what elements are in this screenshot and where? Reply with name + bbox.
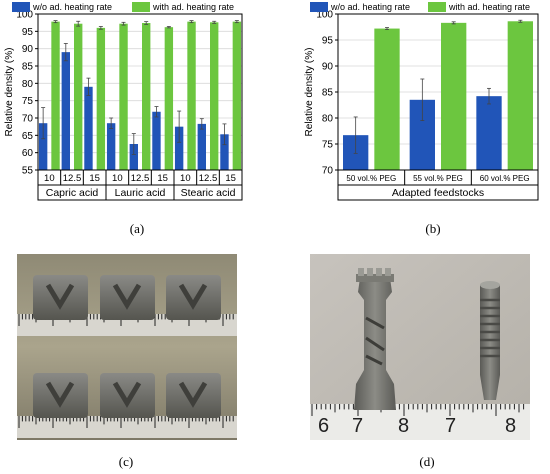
cube-part-icon [100,373,155,418]
legend-swatch [428,2,446,12]
panel-label-b: (b) [425,221,440,236]
y-tick-label: 95 [22,27,34,38]
y-axis-label: Relative density (%) [4,48,15,137]
cube-part-icon [100,275,155,320]
cube-part-icon [33,373,88,418]
y-tick-label: 80 [22,79,34,90]
bar-with-heating [119,23,128,171]
y-tick-label: 60 [22,148,34,159]
ruler-d [310,404,530,440]
cube-part-icon [166,275,221,320]
bar-without-heating [476,96,502,170]
cube-part-icon [33,275,88,320]
bar-with-heating [187,21,196,171]
legend-swatch [12,2,30,12]
bar-with-heating [96,27,106,170]
bar-without-heating [106,123,116,170]
y-tick-label: 65 [22,131,34,142]
y-tick-label: 85 [322,88,334,99]
ruler-number: 8 [398,415,409,437]
bar-without-heating [220,134,229,170]
y-tick-label: 70 [322,166,334,177]
y-tick-label: 100 [16,10,33,21]
screw-part-icon [480,281,500,400]
bar-with-heating [142,23,151,170]
y-tick-label: 75 [22,96,34,107]
legend-label: with ad. heating rate [448,2,530,12]
x-category-label: 12.5 [199,173,218,184]
panel-label-c: (c) [119,454,133,469]
x-category-label: 10 [112,173,123,184]
x-category-label: 60 vol.% PEG [480,174,530,183]
photo-c-cubes [17,254,237,440]
legend-swatch [310,2,328,12]
y-tick-label: 85 [22,62,34,73]
ruler-number: 7 [352,415,363,437]
x-category-label: 12.5 [131,173,150,184]
bar-with-heating [374,28,400,171]
ruler-number: 7 [445,415,456,437]
legend-label: w/o ad. heating rate [32,2,112,12]
bar-without-heating [129,144,138,170]
y-tick-label: 55 [22,166,34,177]
ruler-number: 6 [318,415,329,437]
bar-with-heating [51,21,60,171]
bar-with-heating [232,21,242,171]
bar-without-heating [84,86,93,170]
bar-without-heating [152,111,161,170]
x-category-label: 15 [225,173,236,184]
x-group-label: Capric acid [46,187,99,199]
chart-a: 55 60 65 70 75 80 85 90 95 100 Relative density (%… [4,2,243,201]
y-tick-label: 75 [322,140,334,151]
bar-with-heating [507,21,533,171]
x-category-label: 12.5 [63,173,82,184]
bar-with-heating [74,23,83,171]
bar-with-heating [210,22,219,170]
legend-swatch [132,2,150,12]
bar-with-heating [164,27,174,170]
panel-label-a: (a) [130,221,144,236]
bar-without-heating [38,123,48,170]
photo-c-bottom-row [17,373,237,438]
photo-c-top-row [17,275,237,336]
y-axis-label: Relative density (%) [304,48,315,137]
y-tick-label: 95 [322,36,334,47]
legend-label: w/o ad. heating rate [330,2,410,12]
ruler-number: 8 [505,415,516,437]
y-tick-label: 70 [22,114,34,125]
y-tick-label: 80 [322,114,334,125]
y-tick-label: 90 [22,44,34,55]
photo-d-parts: 6 7 8 7 8 [310,254,530,440]
ruler-bottom [17,416,237,438]
legend-label: with ad. heating rate [152,2,234,12]
y-tick-label: 90 [322,62,334,73]
x-category-label: 50 vol.% PEG [346,174,396,183]
x-group-label: Lauric acid [115,187,166,199]
bar-with-heating [441,22,467,171]
y-tick-label: 100 [316,10,333,21]
x-category-label: 10 [44,173,55,184]
x-category-label: 10 [180,173,191,184]
x-category-label: 15 [89,173,100,184]
x-category-label: 55 vol.% PEG [413,174,463,183]
panel-label-d: (d) [419,454,434,469]
x-group-label: Stearic acid [181,187,236,199]
x-category-label: 15 [157,173,168,184]
bar-without-heating [197,123,206,170]
bar-without-heating [174,126,184,170]
chart-b: 70 75 80 85 90 95 100 Relative density (%) 50 vo… [304,2,539,201]
x-axis-label: Adapted feedstocks [392,187,484,199]
bar-without-heating [61,52,70,171]
tower-part-icon [354,268,396,410]
cube-part-icon [166,373,221,418]
